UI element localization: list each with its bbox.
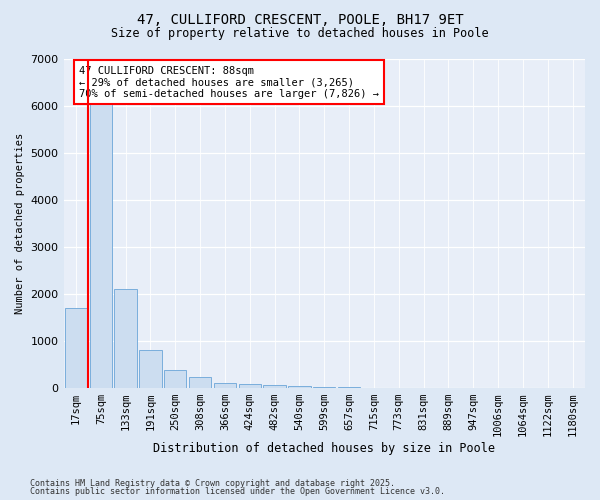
Bar	[89, 102, 112, 388]
Bar	[214, 382, 236, 388]
Text: 47 CULLIFORD CRESCENT: 88sqm
← 29% of detached houses are smaller (3,265)
70% of: 47 CULLIFORD CRESCENT: 88sqm ← 29% of de…	[79, 66, 379, 99]
Y-axis label: Number of detached properties: Number of detached properties	[15, 133, 25, 314]
Bar	[313, 387, 335, 388]
X-axis label: Distribution of detached houses by size in Poole: Distribution of detached houses by size …	[153, 442, 495, 455]
Bar	[65, 308, 87, 388]
Text: Contains public sector information licensed under the Open Government Licence v3: Contains public sector information licen…	[30, 488, 445, 496]
Text: 47, CULLIFORD CRESCENT, POOLE, BH17 9ET: 47, CULLIFORD CRESCENT, POOLE, BH17 9ET	[137, 12, 463, 26]
Bar	[263, 386, 286, 388]
Bar	[189, 377, 211, 388]
Bar	[239, 384, 261, 388]
Bar	[139, 350, 161, 388]
Bar	[164, 370, 187, 388]
Text: Contains HM Land Registry data © Crown copyright and database right 2025.: Contains HM Land Registry data © Crown c…	[30, 478, 395, 488]
Bar	[288, 386, 311, 388]
Text: Size of property relative to detached houses in Poole: Size of property relative to detached ho…	[111, 28, 489, 40]
Bar	[115, 289, 137, 388]
